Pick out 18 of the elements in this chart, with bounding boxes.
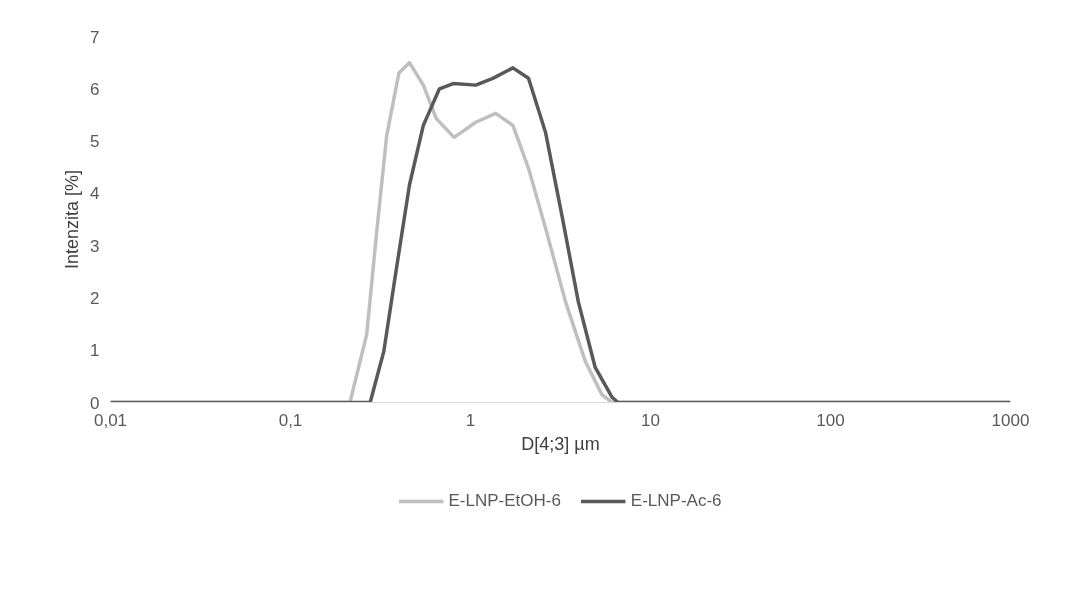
x-tick-label: 100	[816, 410, 845, 430]
y-tick-label: 1	[90, 341, 100, 361]
y-tick-label: 7	[90, 27, 100, 47]
x-tick-label: 10	[641, 410, 660, 430]
legend-label: E-LNP-EtOH-6	[448, 491, 561, 511]
y-tick-label: 4	[90, 184, 100, 204]
y-tick-label: 0	[90, 393, 100, 413]
y-tick-label: 6	[90, 79, 100, 99]
y-tick-label: 2	[90, 288, 100, 308]
y-tick-label: 3	[90, 236, 100, 256]
x-tick-label: 1000	[991, 410, 1030, 430]
y-tick-label: 5	[90, 132, 100, 152]
y-axis-title: Intenzita [%]	[62, 169, 83, 270]
x-tick-label: 0,01	[93, 410, 128, 430]
x-tick-label: 1	[465, 410, 476, 430]
legend-label: E-LNP-Ac-6	[630, 491, 722, 511]
x-tick-label: 0,1	[278, 410, 303, 430]
x-axis-title: D[4;3] µm	[521, 433, 600, 454]
